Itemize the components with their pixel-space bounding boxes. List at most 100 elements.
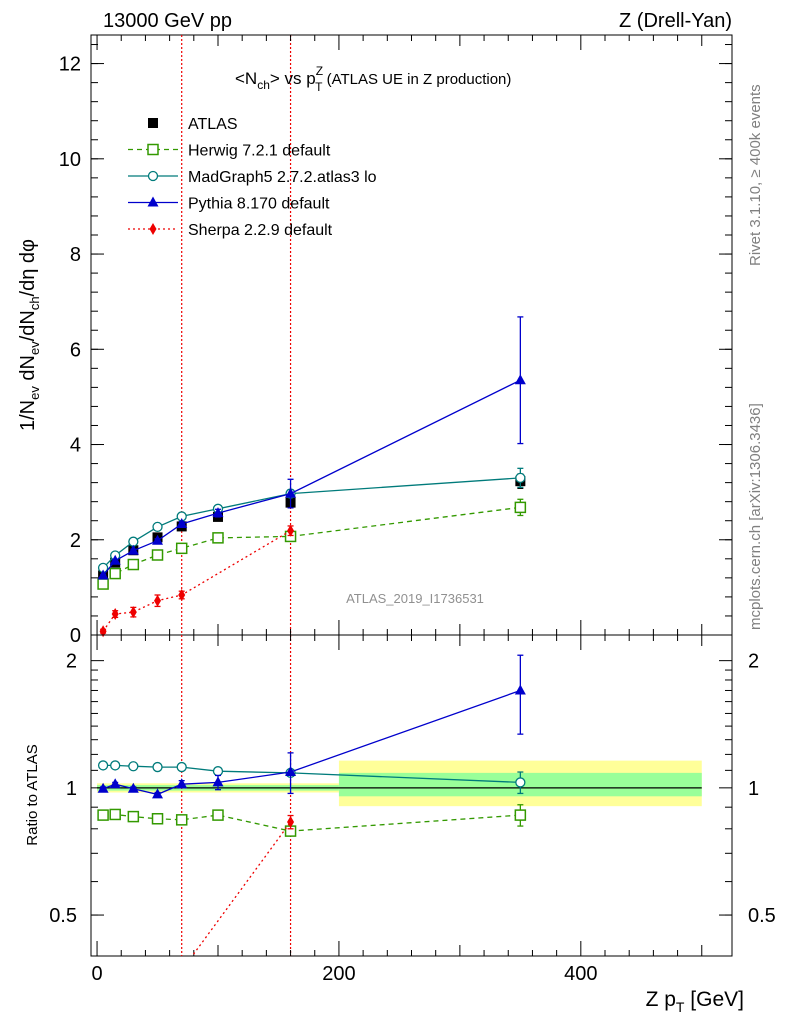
series-line-herwig: [103, 813, 521, 832]
main-title: <Nch> vs pZ T (ATLAS UE in Z production): [235, 64, 511, 94]
y-tick-label: 6: [70, 339, 81, 361]
series-herwig: [97, 498, 527, 590]
data-point-pythia: [109, 554, 121, 565]
series-pythia: [97, 654, 526, 799]
series-sherpa: [191, 814, 295, 956]
data-point-herwig: [514, 501, 527, 514]
series-line-sherpa: [102, 530, 291, 632]
y-tick-label: 4: [70, 435, 81, 457]
data-point-herwig: [97, 809, 109, 821]
data-point-herwig: [109, 808, 121, 821]
main-panel: 0 2 4 6 8 10 12 <Nch> vs pZ T (ATLAS UE in Z pr…: [59, 34, 733, 647]
data-point-madgraph: [515, 472, 526, 484]
data-point-pythia: [152, 534, 164, 545]
data-point-herwig: [514, 809, 527, 821]
legend: ATLAS Herwig 7.2.1 default MadGraph5 2.7.2…: [128, 116, 377, 239]
legend-label-pythia: Pythia 8.170 default: [188, 196, 330, 213]
ratio-ylabel: Ratio to ATLAS: [24, 744, 41, 845]
legend-marker-madgraph: [147, 170, 159, 182]
ratio-y-tick-label-right: 1: [748, 778, 759, 800]
series-pythia: [97, 316, 526, 580]
xlabel-sub: T: [676, 999, 685, 1015]
mcplots-label: mcplots.cern.ch [arXiv:1306.3436]: [747, 403, 764, 630]
data-point-pythia: [514, 374, 526, 385]
data-point-herwig: [212, 809, 224, 821]
series-line-pythia: [102, 379, 521, 576]
data-point-sherpa: [99, 625, 107, 638]
data-point-pythia: [109, 778, 121, 789]
data-point-herwig: [127, 558, 140, 571]
header-left: 13000 GeV pp: [103, 10, 232, 32]
data-point-madgraph: [97, 760, 109, 771]
legend-marker-atlas: [148, 118, 158, 128]
data-point-pythia: [127, 782, 139, 793]
y-tick-label: 8: [70, 244, 81, 266]
data-point-pythia: [514, 684, 526, 695]
xlabel-b: [GeV]: [684, 988, 744, 1011]
data-point-pythia: [285, 766, 297, 777]
data-point-pythia: [176, 518, 188, 529]
data-point-sherpa: [154, 594, 162, 607]
data-point-pythia: [285, 487, 297, 498]
ratio-y-tick-label-right: 0.5: [748, 905, 776, 927]
data-point-herwig: [97, 578, 109, 590]
data-point-herwig: [127, 810, 140, 823]
ratio-y-tick-label: 0.5: [49, 905, 77, 927]
data-point-pythia: [176, 778, 188, 789]
data-point-herwig: [175, 814, 188, 826]
legend-label-herwig: Herwig 7.2.1 default: [188, 143, 331, 160]
ratio-y-tick-label: 1: [66, 778, 77, 800]
data-point-pythia: [212, 507, 224, 518]
data-point-madgraph: [128, 761, 139, 772]
xlabel-a: Z p: [646, 988, 676, 1011]
data-point-sherpa: [178, 589, 186, 601]
title-n-sub: ch: [257, 78, 270, 92]
data-point-madgraph: [152, 761, 163, 773]
legend-label-madgraph: MadGraph5 2.7.2.atlas3 lo: [188, 169, 377, 186]
legend-marker-sherpa: [149, 223, 157, 235]
y-tick-label: 0: [70, 625, 81, 647]
ratio-y-tick-label: 2: [66, 651, 77, 673]
x-axis-label: Z pT [GeV]: [646, 988, 744, 1015]
data-point-herwig: [151, 813, 164, 825]
data-point-pythia: [97, 569, 109, 580]
data-point-pythia: [97, 782, 109, 793]
legend-label-atlas: ATLAS: [188, 116, 238, 133]
data-point-sherpa: [111, 608, 119, 621]
data-point-sherpa: [129, 606, 137, 619]
data-point-pythia: [127, 544, 139, 555]
x-tick-label: 400: [564, 963, 597, 985]
legend-marker-herwig: [147, 143, 159, 156]
data-point-madgraph: [152, 521, 163, 533]
watermark: ATLAS_2019_I1736531: [346, 591, 484, 606]
series-line-sherpa: [191, 821, 292, 956]
data-point-herwig: [109, 567, 121, 580]
x-tick-label: 200: [322, 963, 355, 985]
data-point-madgraph: [515, 777, 526, 788]
data-point-herwig: [151, 549, 164, 561]
rivet-label: Rivet 3.1.10, ≥ 400k events: [747, 84, 764, 266]
data-point-madgraph: [110, 760, 121, 771]
title-p-sup: Z: [316, 64, 323, 78]
x-tick-label: 0: [91, 963, 102, 985]
title-n: <N: [235, 69, 257, 88]
main-ylabel: 1/Nev dNev/dNch/dη dφ: [17, 239, 42, 431]
data-point-sherpa: [287, 524, 295, 537]
y-tick-label: 12: [59, 54, 81, 76]
header-right: Z (Drell-Yan): [619, 10, 732, 32]
title-p-sub: T: [315, 80, 323, 94]
series-sherpa: [99, 524, 295, 638]
series-line-herwig: [102, 506, 521, 585]
legend-marker-pythia: [147, 196, 159, 207]
ratio-y-tick-label-right: 2: [748, 651, 759, 673]
data-point-pythia: [152, 788, 164, 799]
data-point-pythia: [212, 776, 224, 787]
title-mid: > vs p: [270, 69, 316, 88]
data-point-herwig: [175, 542, 188, 555]
data-point-madgraph: [176, 761, 187, 773]
data-point-madgraph: [212, 766, 224, 777]
data-point-sherpa: [287, 816, 295, 829]
legend-label-sherpa: Sherpa 2.2.9 default: [188, 222, 333, 239]
title-rest: (ATLAS UE in Z production): [322, 71, 511, 88]
